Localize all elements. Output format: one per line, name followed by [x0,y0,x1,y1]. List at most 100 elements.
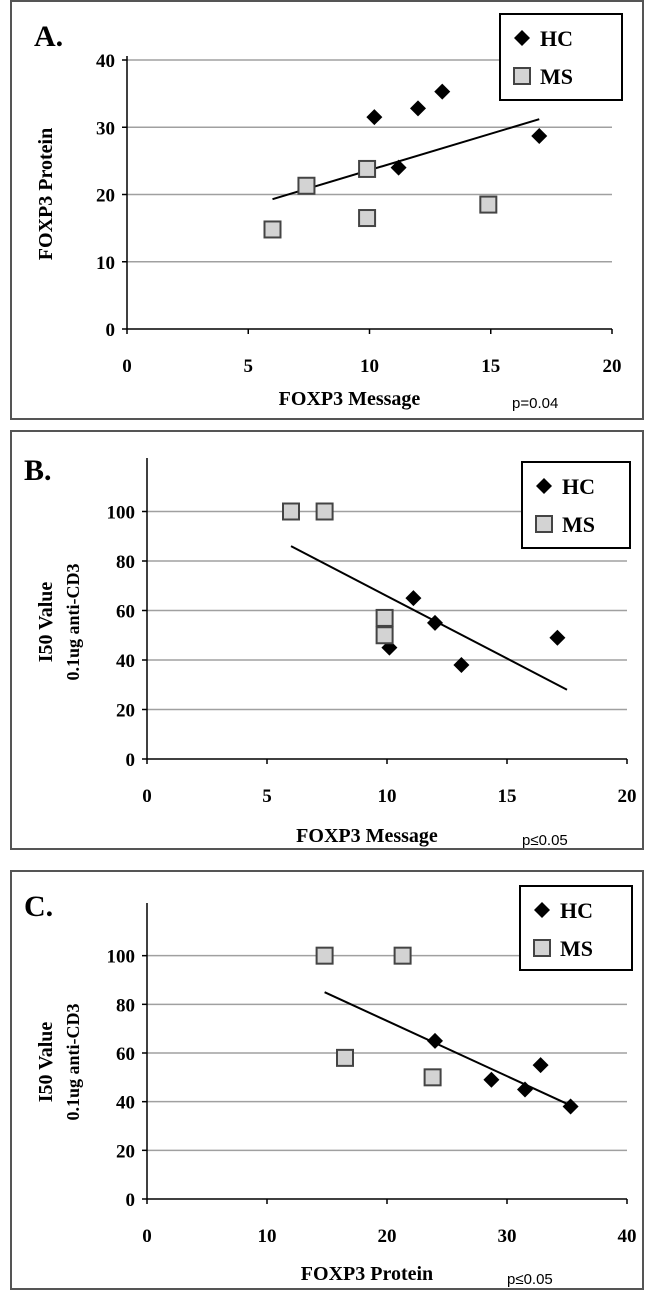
y-axis-label: I50 Value [35,1022,57,1103]
y-tick-label: 40 [116,1093,135,1114]
legend-hc-marker [534,902,550,918]
ms-point [263,220,282,239]
panel-label: C. [24,890,53,923]
x-tick-label: 20 [618,786,637,807]
hc-point [434,83,451,100]
y-tick-label: 40 [116,651,135,672]
panel-label: B. [24,454,52,487]
hc-point [410,100,426,117]
y-tick-label: 60 [116,602,135,623]
legend-label: MS [562,512,595,537]
legend-label: HC [562,474,595,499]
x-tick-label: 0 [142,1226,152,1247]
trendline [324,991,574,1108]
hc-point [549,629,566,646]
legend: HC MS [499,13,623,101]
series-hc [366,83,548,176]
legend-hc-marker [514,30,530,46]
panel-label: A. [34,20,63,53]
y-axis-sublabel: 0.1ug anti-CD3 [63,1003,83,1120]
x-tick-label: 0 [122,356,132,377]
x-tick-label: 10 [378,786,397,807]
y-tick-label: 10 [96,253,115,274]
x-axis-label: FOXP3 Message [279,388,421,410]
ms-point [315,502,334,521]
x-tick-label: 20 [603,356,622,377]
chart-b: B. 0 20 40 60 80 100 0 5 10 15 20 FOXP3 Message I50 V… [24,454,637,848]
p-value: p=0.04 [512,395,558,412]
ms-point [315,946,334,965]
hc-point [483,1071,500,1088]
series-ms [282,502,394,645]
legend-box [521,461,631,549]
legend-box [499,13,623,101]
y-tick-label: 0 [126,750,136,771]
legend: HC MS [521,461,631,549]
y-tick-label: 20 [116,701,135,722]
panel-c: C. 0 20 40 60 80 100 0 10 20 30 40 FOXP3 Protein I50 … [10,870,644,1290]
x-tick-label: 5 [262,786,272,807]
ms-point [358,209,377,228]
y-tick-label: 20 [96,186,115,207]
legend-label: MS [560,936,593,961]
x-tick-label: 15 [481,356,500,377]
x-tick-label: 0 [142,786,152,807]
p-value: p≤0.05 [522,832,568,848]
ms-point [358,159,377,178]
ms-point [423,1068,442,1087]
y-tick-label: 0 [106,320,116,341]
x-axis-label: FOXP3 Protein [301,1263,433,1285]
x-tick-label: 40 [618,1226,637,1247]
hc-point [405,590,422,607]
p-value: p≤0.05 [507,1271,553,1288]
y-tick-label: 80 [116,552,135,573]
ms-point [375,626,394,645]
hc-point [453,656,470,673]
legend-ms-marker [535,515,553,533]
legend-ms-marker [533,939,551,957]
series-ms [263,159,498,239]
hc-point [427,1032,443,1049]
legend-ms-marker [513,67,531,85]
hc-point [532,1057,549,1074]
chart-c: C. 0 20 40 60 80 100 0 10 20 30 40 FOXP3 Protein I50 … [24,885,637,1288]
legend-hc-marker [536,478,552,494]
series-hc [427,1032,579,1115]
hc-point [427,614,443,631]
x-tick-label: 20 [378,1226,397,1247]
y-tick-label: 100 [107,947,136,968]
hc-point [562,1098,579,1115]
x-tick-label: 10 [360,356,379,377]
legend-label: MS [540,64,573,89]
y-axis-sublabel: 0.1ug anti-CD3 [63,563,83,680]
legend-label: HC [540,26,573,51]
y-axis-label: FOXP3 Protein [35,128,57,260]
ms-point [479,195,498,214]
trendline [272,118,540,201]
legend: HC MS [519,885,633,971]
x-tick-label: 5 [244,356,254,377]
y-tick-label: 0 [126,1190,136,1211]
series-hc [381,590,566,673]
legend-label: HC [560,898,593,923]
panel-b: B. 0 20 40 60 80 100 0 5 10 15 20 FOXP3 Message I50 V… [10,430,644,850]
y-axis-label: I50 Value [35,582,57,663]
x-tick-label: 30 [498,1226,517,1247]
x-axis-label: FOXP3 Message [296,825,438,847]
hc-point [517,1081,533,1098]
x-tick-label: 10 [258,1226,277,1247]
ms-point [297,176,316,195]
ms-point [393,946,412,965]
x-tick-label: 15 [498,786,517,807]
trendline [290,545,568,691]
hc-point [390,159,407,176]
ms-point [282,502,300,521]
y-tick-label: 100 [107,503,136,524]
y-tick-label: 60 [116,1044,135,1065]
y-tick-label: 20 [116,1141,135,1162]
series-ms [315,946,442,1087]
hc-point [366,109,383,126]
ms-point [375,608,394,627]
chart-a: A. 0 10 20 30 40 0 5 10 15 20 FOXP3 Message FOXP3 Pr… [34,13,623,412]
hc-point [531,127,548,144]
